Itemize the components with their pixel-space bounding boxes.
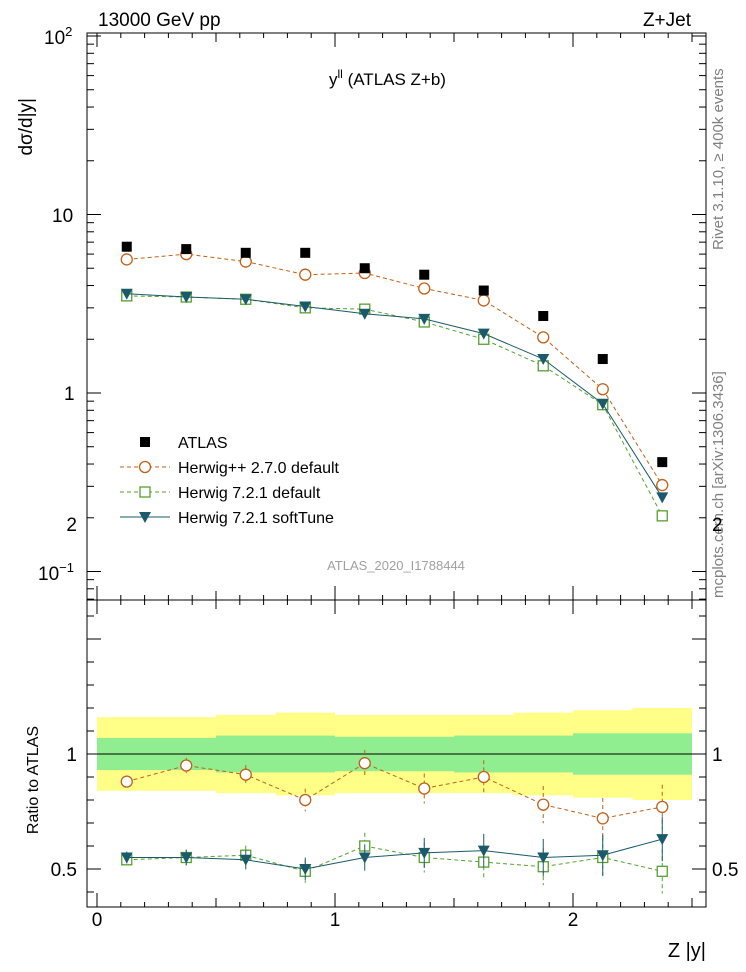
ratio-point-herwig-7-2-1-softtune	[299, 864, 312, 875]
ytick-label-100: 102	[44, 24, 72, 49]
ytick-label-0.1: 10−1	[38, 560, 74, 585]
point-atlas	[419, 269, 430, 280]
series-line-herwig-7-2-1-softtune	[126, 293, 663, 498]
point-herwig-2-7-0-default	[596, 383, 609, 396]
point-herwig-7-2-1-softtune	[120, 288, 133, 300]
point-herwig-2-7-0-default	[477, 294, 490, 307]
chart-title: yll (ATLAS Z+b)	[329, 67, 446, 89]
ratio-point-herwig-7-2-1-softtune	[656, 834, 669, 846]
point-herwig-2-7-0-default	[120, 253, 133, 266]
point-atlas	[121, 241, 132, 252]
legend-label-herwig-2-7-0-default: Herwig++ 2.7.0 default	[178, 460, 340, 477]
ratio-tick-label-right: 0.5	[712, 860, 738, 881]
ratio-tick-label-left: 0.5	[51, 860, 77, 881]
ratio-series-group	[120, 750, 669, 894]
ratio-point-herwig-7-2-1-softtune	[537, 852, 550, 864]
ratio-tick-label-left: 2	[66, 515, 77, 536]
ratio-tick-label-left: 1	[66, 745, 77, 766]
ratio-point-herwig-7-2-1-softtune	[596, 850, 609, 862]
legend-label-atlas: ATLAS	[178, 435, 228, 452]
series-line-herwig-7-2-1-default	[126, 295, 663, 517]
ytick-label-10: 10	[52, 206, 73, 227]
ratio-tick-label-right: 2	[712, 515, 723, 536]
main-y-ticks	[87, 35, 706, 600]
point-herwig-7-2-1-softtune	[239, 294, 252, 306]
point-herwig-7-2-1-softtune	[180, 291, 193, 303]
point-atlas	[359, 263, 370, 274]
ratio-point-herwig-2-7-0-default	[239, 768, 252, 781]
ratio-x-ticks: 0 1 2	[92, 600, 693, 931]
point-herwig-7-2-1-softtune	[596, 398, 609, 410]
point-atlas	[478, 285, 489, 296]
point-herwig-7-2-1-softtune	[299, 301, 312, 313]
point-herwig-7-2-1-default	[656, 510, 668, 522]
ytick-label-1: 1	[64, 384, 75, 405]
series-line-herwig-2-7-0-default	[126, 253, 663, 486]
ratio-point-herwig-7-2-1-softtune	[120, 852, 133, 864]
ratio-point-herwig-2-7-0-default	[358, 757, 371, 770]
rivet-label: Rivet 3.1.10, ≥ 400k events	[710, 68, 727, 250]
ratio-point-herwig-2-7-0-default	[477, 770, 490, 784]
point-herwig-2-7-0-default	[299, 268, 312, 281]
ratio-point-herwig-2-7-0-default	[537, 798, 550, 811]
ratio-point-herwig-2-7-0-default	[418, 782, 431, 795]
point-herwig-2-7-0-default	[418, 282, 431, 295]
x-tick-label: 2	[568, 910, 579, 931]
point-herwig-2-7-0-default	[656, 478, 669, 492]
legend-marker-herwig-7-2-1-softtune	[139, 512, 151, 523]
mcplots-label: mcplots.cern.ch [arXiv:1306.3436]	[710, 371, 727, 598]
point-atlas	[597, 354, 608, 365]
ratio-point-herwig-7-2-1-softtune	[418, 847, 431, 859]
x-axis-label: Z |y|	[668, 940, 706, 962]
legend-label-herwig-7-2-1-default: Herwig 7.2.1 default	[178, 485, 321, 502]
main-panel: 102 10 1 10−1 dσ/d|y| yll (ATLAS Z+b) AT…	[16, 24, 707, 601]
point-herwig-7-2-1-softtune	[477, 328, 490, 340]
legend-marker-atlas	[140, 437, 150, 447]
header-right-label: Z+Jet	[643, 10, 692, 31]
point-herwig-2-7-0-default	[537, 331, 550, 344]
ratio-line-herwig-2-7-0-default	[126, 762, 663, 819]
ratio-y-ticks: 0.5 0.5 1 1 2 2	[51, 515, 738, 893]
ratio-line-herwig-7-2-1-softtune	[126, 838, 663, 870]
point-atlas	[181, 244, 192, 255]
main-series-group	[120, 241, 669, 522]
point-herwig-7-2-1-softtune	[358, 308, 371, 320]
legend-label-herwig-7-2-1-softtune: Herwig 7.2.1 softTune	[178, 510, 334, 527]
ratio-point-herwig-2-7-0-default	[299, 793, 312, 807]
ratio-point-herwig-7-2-1-softtune	[358, 852, 371, 864]
point-herwig-7-2-1-softtune	[656, 492, 669, 504]
ratio-point-herwig-7-2-1-softtune	[239, 854, 252, 866]
main-x-ticks	[96, 33, 693, 600]
x-tick-label: 0	[92, 910, 103, 931]
legend: ATLAS Herwig++ 2.7.0 default Herwig 7.2.1 …	[120, 435, 340, 527]
header-left-label: 13000 GeV pp	[98, 10, 221, 31]
ratio-panel: 0.5 0.5 1 1 2 2 0 1 2 Ratio to ATLAS Z |y|	[25, 515, 738, 962]
point-herwig-7-2-1-softtune	[418, 313, 431, 325]
point-atlas	[657, 457, 668, 468]
ratio-point-herwig-2-7-0-default	[120, 775, 133, 788]
legend-marker-herwig-7-2-1-default	[139, 486, 151, 498]
y-axis-label: dσ/d|y|	[16, 98, 37, 156]
x-tick-label: 1	[330, 910, 341, 931]
ratio-point-herwig-7-2-1-default	[656, 865, 668, 877]
ratio-tick-label-right: 1	[712, 745, 723, 766]
ratio-point-herwig-7-2-1-softtune	[180, 852, 193, 864]
point-atlas	[240, 247, 251, 258]
point-atlas	[538, 311, 549, 322]
point-atlas	[300, 247, 311, 258]
ratio-line-herwig-7-2-1-default	[126, 845, 663, 872]
watermark-label: ATLAS_2020_I1788444	[327, 558, 465, 573]
point-herwig-7-2-1-softtune	[537, 354, 550, 366]
legend-marker-herwig-2-7-0-default	[138, 460, 152, 474]
ratio-point-herwig-2-7-0-default	[656, 800, 669, 814]
ratio-point-herwig-2-7-0-default	[180, 759, 193, 772]
ratio-y-axis-label: Ratio to ATLAS	[25, 726, 42, 834]
ratio-point-herwig-7-2-1-softtune	[477, 845, 490, 857]
ratio-point-herwig-2-7-0-default	[596, 812, 609, 825]
